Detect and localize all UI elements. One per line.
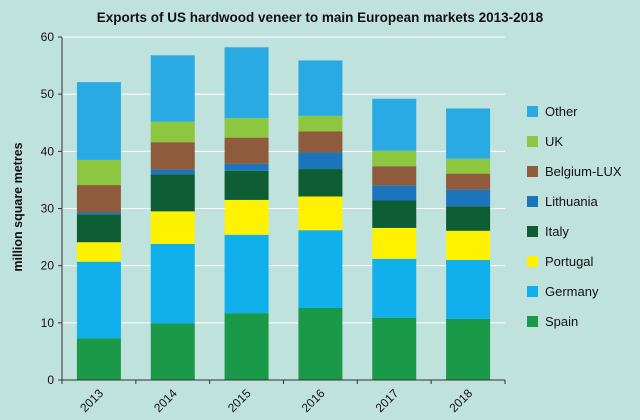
bar-segment-portugal-2014 xyxy=(150,211,195,244)
bar-segment-germany-2014 xyxy=(150,243,195,324)
bar-segment-uk-2016 xyxy=(298,115,343,132)
bar-segment-belgium-lux-2018 xyxy=(446,173,491,190)
bar-segment-uk-2018 xyxy=(446,158,491,174)
legend-label: Portugal xyxy=(545,253,594,269)
bar-segment-belgium-lux-2014 xyxy=(150,142,195,170)
bar-segment-spain-2015 xyxy=(224,313,269,380)
bar-segment-lithuania-2018 xyxy=(446,189,491,207)
y-tick-label: 30 xyxy=(41,202,55,216)
bar-segment-italy-2013 xyxy=(76,214,121,243)
legend-label: Germany xyxy=(545,283,599,299)
x-tick-label: 2018 xyxy=(446,386,475,415)
legend-item-belgium-lux: Belgium-LUX xyxy=(527,156,632,186)
bar-segment-spain-2018 xyxy=(446,318,491,380)
bar-segment-italy-2014 xyxy=(150,174,195,212)
x-tick-label: 2014 xyxy=(151,386,180,415)
bar-segment-uk-2013 xyxy=(76,159,121,186)
bar-segment-portugal-2018 xyxy=(446,230,491,260)
bar-segment-spain-2014 xyxy=(150,323,195,380)
legend-item-other: Other xyxy=(527,96,632,126)
bar-segment-italy-2017 xyxy=(372,200,417,228)
legend-swatch xyxy=(527,255,538,267)
y-tick-label: 60 xyxy=(41,30,55,44)
chart-title: Exports of US hardwood veneer to main Eu… xyxy=(97,10,544,25)
bar-segment-other-2015 xyxy=(224,47,269,119)
bar-segment-germany-2013 xyxy=(76,261,121,339)
legend-swatch xyxy=(527,135,538,147)
bar-segment-germany-2018 xyxy=(446,259,491,319)
bar-segment-portugal-2017 xyxy=(372,227,417,259)
legend-item-uk: UK xyxy=(527,126,632,156)
grid-layer xyxy=(62,36,505,324)
legend: Other UK Belgium-LUX Lithuania Italy Portugal… xyxy=(527,96,632,336)
bar-segment-uk-2017 xyxy=(372,150,417,167)
bar-segment-uk-2015 xyxy=(224,118,269,138)
legend-swatch xyxy=(527,315,538,327)
bar-segment-italy-2015 xyxy=(224,170,269,200)
bar-segment-other-2016 xyxy=(298,60,343,116)
bar-segment-lithuania-2014 xyxy=(150,169,195,175)
x-tick-label: 2017 xyxy=(373,386,402,415)
legend-label: Other xyxy=(545,103,578,119)
bar-segment-lithuania-2017 xyxy=(372,185,417,201)
legend-item-lithuania: Lithuania xyxy=(527,186,632,216)
bar-segment-lithuania-2015 xyxy=(224,163,269,171)
legend-label: UK xyxy=(545,133,564,149)
legend-label: Italy xyxy=(545,223,569,239)
bar-segment-germany-2016 xyxy=(298,230,343,308)
legend-item-germany: Germany xyxy=(527,276,632,306)
bars-layer xyxy=(76,47,491,380)
x-tick-label: 2013 xyxy=(77,386,106,415)
x-tick-label: 2015 xyxy=(225,386,254,415)
legend-item-portugal: Portugal xyxy=(527,246,632,276)
legend-label: Lithuania xyxy=(545,193,598,209)
bar-segment-other-2017 xyxy=(372,98,417,151)
legend-swatch xyxy=(527,165,538,177)
bar-segment-belgium-lux-2015 xyxy=(224,137,269,164)
y-axis-label: million square metres xyxy=(11,142,25,271)
bar-segment-italy-2018 xyxy=(446,206,491,231)
bar-segment-portugal-2015 xyxy=(224,199,269,235)
bar-segment-spain-2017 xyxy=(372,317,417,380)
bar-segment-lithuania-2016 xyxy=(298,152,343,170)
legend-swatch xyxy=(527,195,538,207)
legend-item-spain: Spain xyxy=(527,306,632,336)
bar-segment-germany-2015 xyxy=(224,234,269,314)
legend-label: Belgium-LUX xyxy=(545,163,622,179)
bar-segment-belgium-lux-2016 xyxy=(298,131,343,153)
bar-segment-uk-2014 xyxy=(150,121,195,143)
bar-segment-belgium-lux-2013 xyxy=(76,185,121,213)
bar-segment-spain-2013 xyxy=(76,338,121,380)
bar-segment-italy-2016 xyxy=(298,169,343,197)
y-tick-label: 0 xyxy=(47,373,54,387)
bar-segment-other-2013 xyxy=(76,82,121,160)
bar-segment-portugal-2013 xyxy=(76,242,121,262)
legend-item-italy: Italy xyxy=(527,216,632,246)
bar-segment-other-2014 xyxy=(150,55,195,122)
bar-segment-belgium-lux-2017 xyxy=(372,166,417,186)
y-tick-label: 20 xyxy=(41,259,55,273)
legend-swatch xyxy=(527,105,538,117)
y-tick-label: 10 xyxy=(41,316,55,330)
bar-segment-other-2018 xyxy=(446,108,491,159)
y-tick-label: 40 xyxy=(41,144,55,158)
bar-segment-lithuania-2013 xyxy=(76,212,121,215)
y-tick-label: 50 xyxy=(41,87,55,101)
bar-segment-portugal-2016 xyxy=(298,196,343,231)
legend-label: Spain xyxy=(545,313,579,329)
bar-segment-germany-2017 xyxy=(372,258,417,318)
x-tick-label: 2016 xyxy=(299,386,328,415)
bar-segment-spain-2016 xyxy=(298,307,343,380)
legend-swatch xyxy=(527,225,538,237)
legend-swatch xyxy=(527,285,538,297)
